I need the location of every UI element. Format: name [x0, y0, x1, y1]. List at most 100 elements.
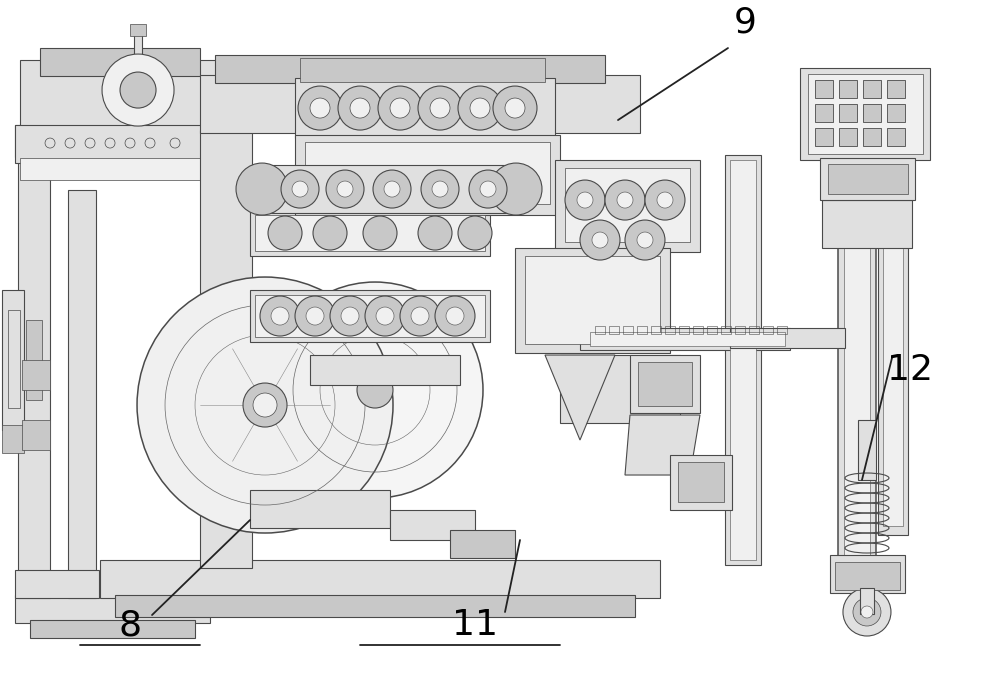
Bar — [20, 60, 230, 128]
Bar — [693, 326, 703, 334]
Circle shape — [384, 181, 400, 197]
Bar — [800, 68, 930, 160]
Bar — [730, 160, 756, 560]
Bar — [305, 142, 550, 204]
Bar — [828, 164, 908, 194]
Circle shape — [418, 216, 452, 250]
Bar — [820, 158, 915, 200]
Text: 9: 9 — [734, 5, 756, 39]
Bar — [863, 128, 881, 146]
Bar — [40, 48, 200, 76]
Bar — [815, 80, 833, 98]
Bar — [515, 248, 670, 353]
Circle shape — [338, 86, 382, 130]
Circle shape — [350, 98, 370, 118]
Circle shape — [298, 86, 342, 130]
Bar — [22, 420, 50, 450]
Circle shape — [326, 170, 364, 208]
Bar — [580, 328, 790, 350]
Bar — [8, 310, 20, 408]
Bar — [638, 362, 692, 406]
Bar — [878, 175, 908, 535]
Bar — [887, 80, 905, 98]
Bar — [749, 326, 759, 334]
Bar — [15, 125, 235, 163]
Circle shape — [337, 181, 353, 197]
Bar — [68, 190, 96, 598]
Circle shape — [271, 307, 289, 325]
Bar — [115, 595, 635, 617]
Circle shape — [260, 296, 300, 336]
Circle shape — [432, 181, 448, 197]
Circle shape — [295, 296, 335, 336]
Bar — [200, 75, 640, 133]
Circle shape — [458, 86, 502, 130]
Bar — [678, 462, 724, 502]
Circle shape — [341, 307, 359, 325]
Circle shape — [267, 282, 483, 498]
Circle shape — [505, 98, 525, 118]
Bar — [255, 295, 485, 337]
Bar — [887, 128, 905, 146]
Bar — [595, 326, 605, 334]
Bar — [863, 104, 881, 122]
Circle shape — [365, 296, 405, 336]
Circle shape — [617, 192, 633, 208]
Bar — [725, 155, 761, 565]
Bar — [295, 78, 555, 138]
Bar — [255, 215, 485, 251]
Circle shape — [120, 72, 156, 108]
Circle shape — [363, 216, 397, 250]
Bar — [2, 290, 24, 430]
Circle shape — [243, 383, 287, 427]
Circle shape — [625, 220, 665, 260]
Bar — [858, 420, 876, 480]
Circle shape — [861, 606, 873, 618]
Circle shape — [480, 181, 496, 197]
Circle shape — [421, 170, 459, 208]
Bar — [250, 290, 490, 342]
Circle shape — [253, 393, 277, 417]
Bar — [134, 30, 142, 60]
Bar — [310, 355, 460, 385]
Bar — [565, 168, 690, 242]
Bar — [830, 555, 905, 593]
Bar — [815, 104, 833, 122]
Text: 8: 8 — [118, 608, 142, 642]
Bar — [822, 200, 912, 248]
Bar — [860, 588, 874, 614]
Bar — [838, 155, 876, 573]
Circle shape — [605, 180, 645, 220]
Bar — [220, 110, 250, 132]
Bar — [730, 328, 845, 348]
Circle shape — [390, 98, 410, 118]
Bar — [555, 160, 700, 252]
Circle shape — [373, 170, 411, 208]
Bar — [15, 125, 99, 157]
Bar — [670, 455, 732, 510]
Circle shape — [313, 216, 347, 250]
Circle shape — [592, 232, 608, 248]
Bar — [30, 620, 195, 638]
Circle shape — [458, 216, 492, 250]
Bar — [130, 24, 146, 36]
Bar — [808, 74, 923, 154]
Circle shape — [637, 232, 653, 248]
Circle shape — [577, 192, 593, 208]
Polygon shape — [545, 355, 615, 440]
Circle shape — [292, 181, 308, 197]
Bar — [777, 326, 787, 334]
Circle shape — [470, 98, 490, 118]
Bar — [679, 326, 689, 334]
Bar — [844, 162, 870, 566]
Circle shape — [281, 170, 319, 208]
Bar — [763, 326, 773, 334]
Circle shape — [357, 372, 393, 408]
Bar — [15, 570, 99, 598]
Circle shape — [268, 216, 302, 250]
Bar — [735, 326, 745, 334]
Bar — [637, 326, 647, 334]
Bar — [300, 58, 545, 82]
Bar — [260, 165, 520, 213]
Bar — [200, 130, 252, 568]
